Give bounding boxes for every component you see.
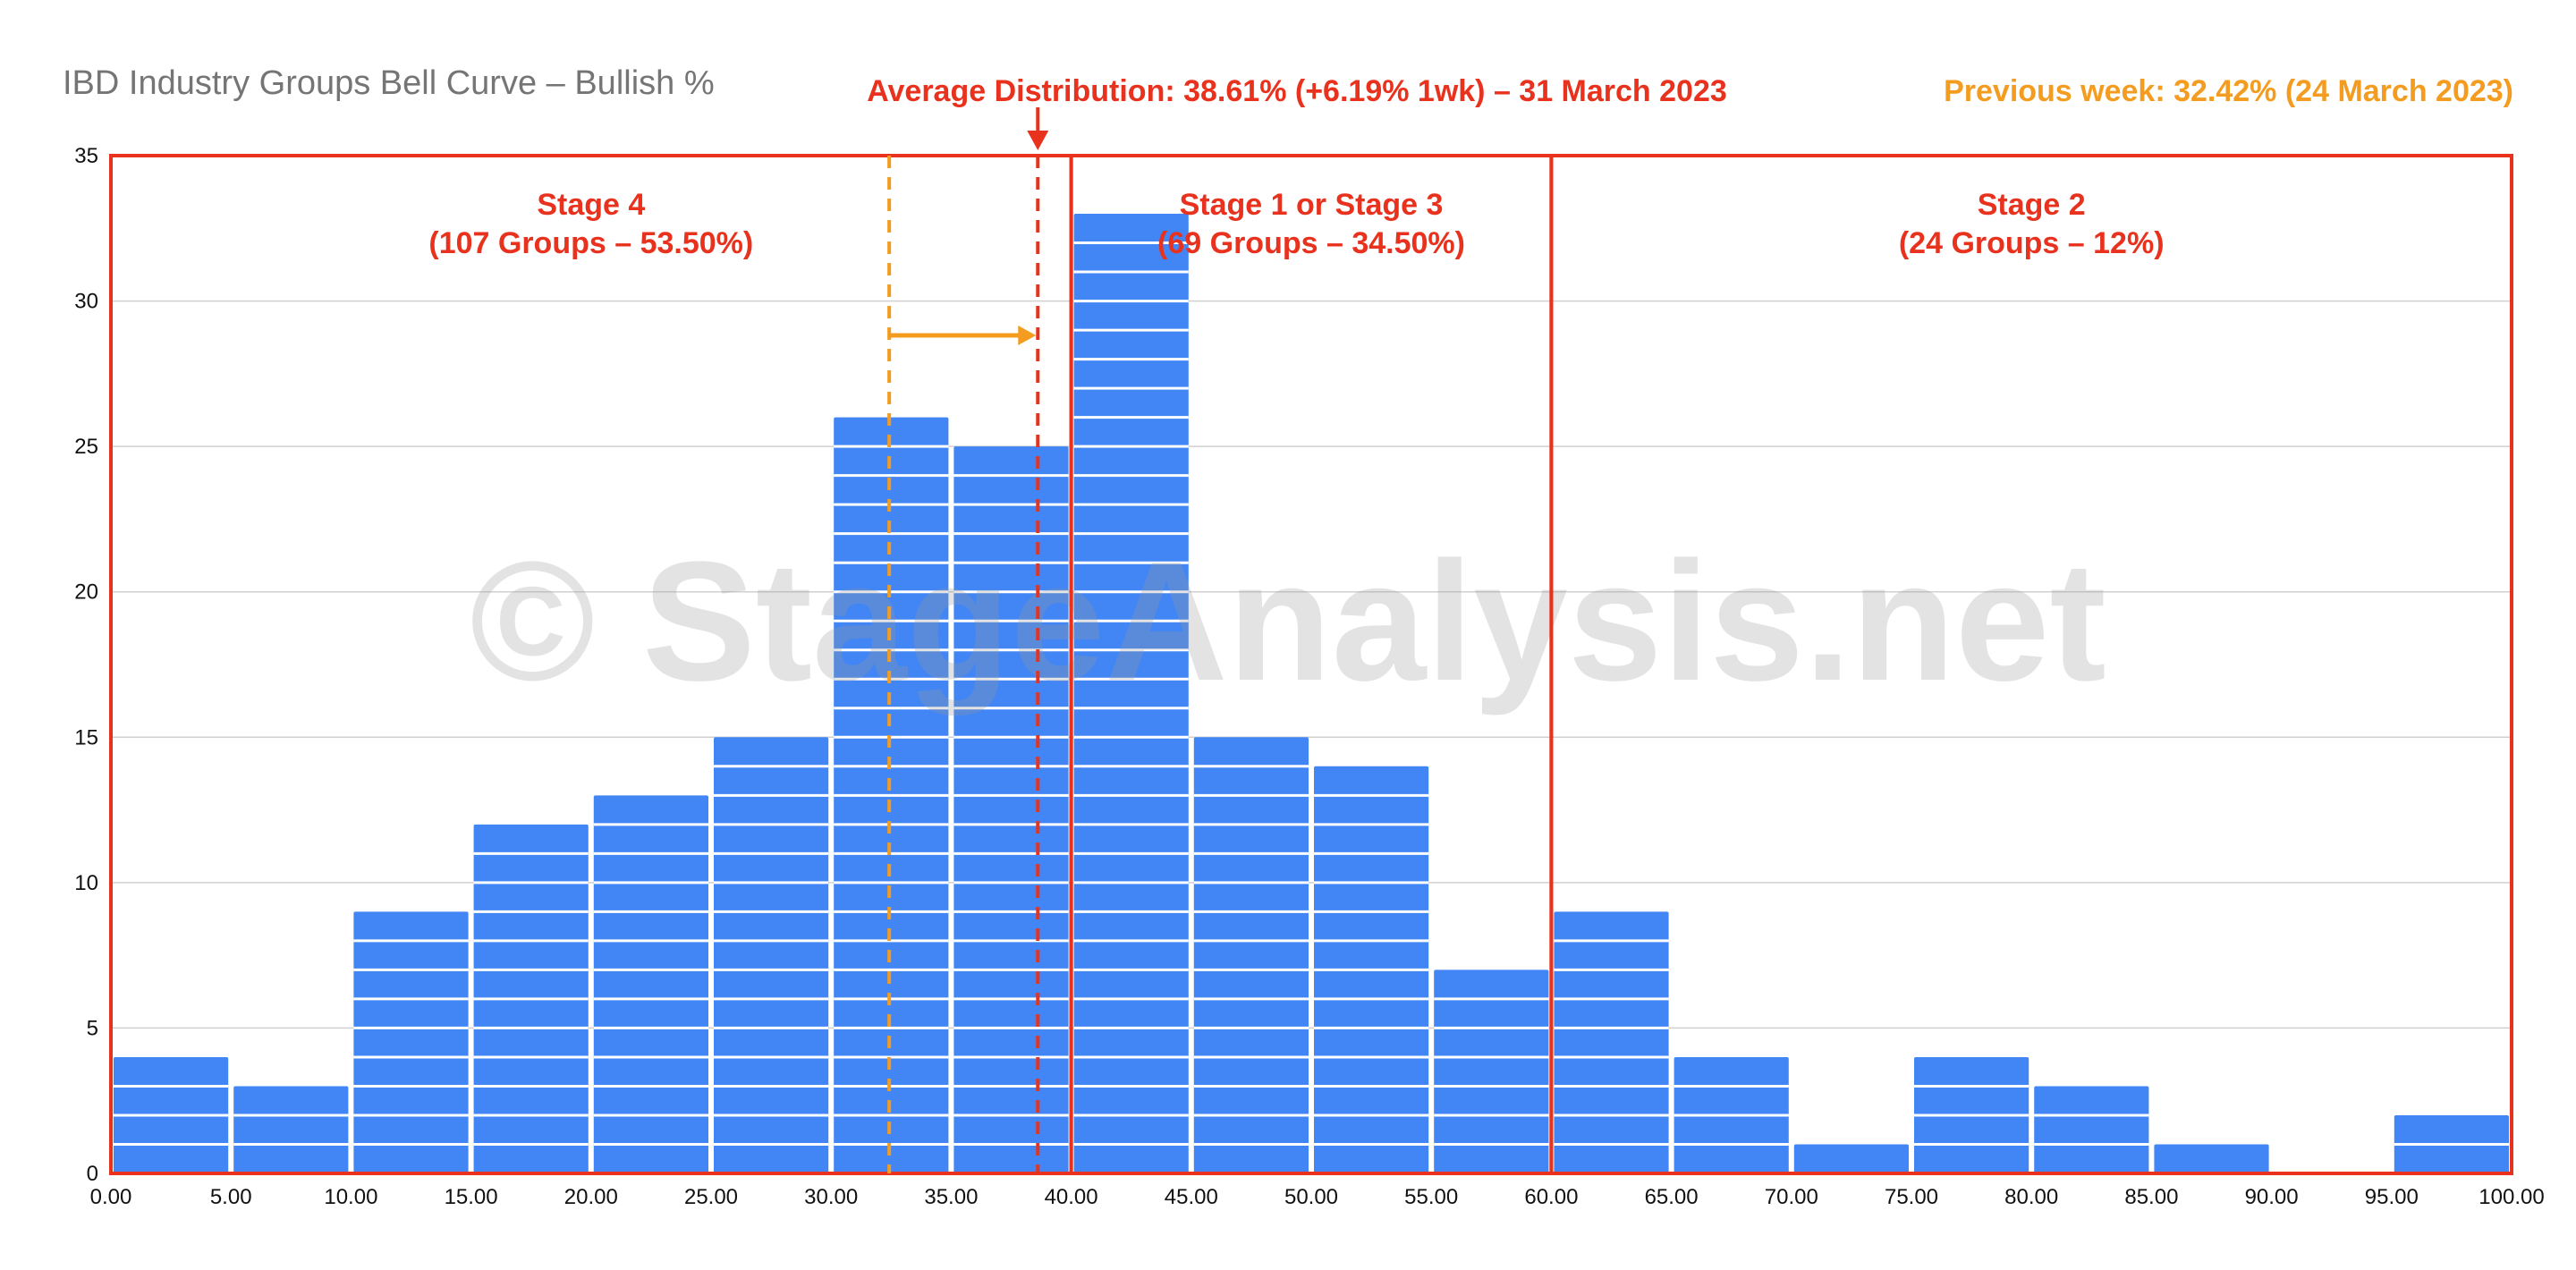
x-tick-label: 40.00 — [1045, 1185, 1098, 1209]
histogram-bar — [1434, 969, 1549, 1173]
histogram-bar — [1554, 911, 1669, 1173]
y-tick-label: 5 — [87, 1016, 98, 1040]
y-tick-label: 35 — [74, 144, 98, 168]
x-tick-label: 30.00 — [804, 1185, 858, 1209]
watermark: © StageAnalysis.net — [470, 527, 2106, 716]
histogram-bar — [1914, 1056, 2029, 1173]
x-tick-label: 75.00 — [1885, 1185, 1938, 1209]
shift-arrow-head — [1018, 326, 1037, 345]
stage-box — [1549, 154, 2513, 1175]
x-tick-label: 50.00 — [1284, 1185, 1338, 1209]
histogram-bar — [834, 417, 949, 1174]
y-tick-label: 0 — [87, 1162, 98, 1186]
average-distribution-label: Average Distribution: 38.61% (+6.19% 1wk… — [867, 74, 1727, 108]
histogram-bars — [114, 214, 2509, 1174]
stage-detail: (24 Groups – 12%) — [1899, 226, 2165, 260]
histogram-bar — [2154, 1144, 2269, 1173]
x-tick-label: 15.00 — [445, 1185, 498, 1209]
bar-fill — [233, 1086, 349, 1173]
bar-fill — [353, 911, 469, 1173]
stage-name: Stage 2 — [1978, 188, 2086, 222]
stage-boxes: Stage 4 (107 Groups – 53.50%) Stage 1 or S… — [109, 154, 2513, 1175]
histogram-bar — [593, 795, 708, 1173]
x-tick-label: 55.00 — [1404, 1185, 1458, 1209]
x-tick-label: 60.00 — [1524, 1185, 1578, 1209]
bar-fill — [1193, 737, 1309, 1173]
x-tick-label: 45.00 — [1165, 1185, 1218, 1209]
histogram-bar — [473, 824, 589, 1173]
y-tick-label: 25 — [74, 435, 98, 459]
x-tick-label: 70.00 — [1765, 1185, 1818, 1209]
x-tick-label: 95.00 — [2365, 1185, 2419, 1209]
x-tick-label: 20.00 — [564, 1185, 618, 1209]
x-tick-label: 80.00 — [2004, 1185, 2058, 1209]
bar-fill — [593, 795, 708, 1173]
histogram-bar — [1674, 1056, 1789, 1173]
average-markers — [887, 107, 1049, 1173]
x-tick-label: 25.00 — [684, 1185, 738, 1209]
y-axis-ticks: 0 5 10 15 20 25 30 35 — [74, 144, 98, 1186]
histogram-bar — [953, 446, 1069, 1174]
histogram-bar — [233, 1086, 349, 1173]
x-tick-label: 100.00 — [2479, 1185, 2544, 1209]
bar-fill — [714, 737, 829, 1173]
x-tick-label: 90.00 — [2245, 1185, 2299, 1209]
x-tick-label: 0.00 — [90, 1185, 132, 1209]
stage-detail: (69 Groups – 34.50%) — [1157, 226, 1465, 260]
bar-fill — [2154, 1144, 2269, 1173]
previous-week-label: Previous week: 32.42% (24 March 2023) — [1944, 74, 2513, 108]
stage-name: Stage 4 — [537, 188, 645, 222]
bar-fill — [1434, 969, 1549, 1173]
histogram-bar — [1193, 737, 1309, 1173]
bar-fill — [1554, 911, 1669, 1173]
x-tick-label: 85.00 — [2124, 1185, 2178, 1209]
histogram-bar — [1314, 766, 1429, 1173]
y-tick-label: 20 — [74, 580, 98, 605]
histogram-bar — [353, 911, 469, 1173]
y-tick-label: 30 — [74, 290, 98, 314]
histogram-bar — [114, 1056, 229, 1173]
x-tick-label: 5.00 — [210, 1185, 252, 1209]
histogram-bar — [714, 737, 829, 1173]
histogram-bar — [2394, 1114, 2509, 1173]
y-tick-label: 10 — [74, 871, 98, 895]
bar-fill — [1073, 214, 1189, 1173]
stage-detail: (107 Groups – 53.50%) — [428, 226, 753, 260]
chart-title: IBD Industry Groups Bell Curve – Bullish… — [63, 64, 715, 102]
x-tick-label: 10.00 — [324, 1185, 377, 1209]
histogram-bar — [1073, 214, 1189, 1173]
y-tick-label: 15 — [74, 725, 98, 749]
x-axis-ticks: 0.00 5.00 10.00 15.00 20.00 25.00 30.00 35.00 40… — [90, 1185, 2545, 1209]
stage-name: Stage 1 or Stage 3 — [1180, 188, 1444, 222]
x-tick-label: 65.00 — [1645, 1185, 1699, 1209]
histogram-bar — [2034, 1086, 2149, 1173]
average-pointer-head — [1027, 131, 1049, 150]
bar-fill — [1793, 1144, 1909, 1173]
bar-fill — [2034, 1086, 2149, 1173]
bar-fill — [953, 446, 1069, 1174]
x-tick-label: 35.00 — [924, 1185, 978, 1209]
histogram-bar — [1793, 1144, 1909, 1173]
